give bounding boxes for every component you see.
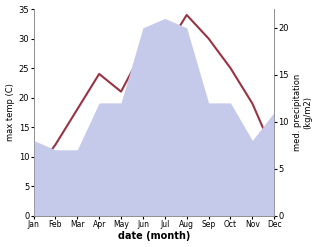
Y-axis label: max temp (C): max temp (C) [5, 83, 15, 141]
Y-axis label: med. precipitation
(kg/m2): med. precipitation (kg/m2) [293, 74, 313, 151]
X-axis label: date (month): date (month) [118, 231, 190, 242]
